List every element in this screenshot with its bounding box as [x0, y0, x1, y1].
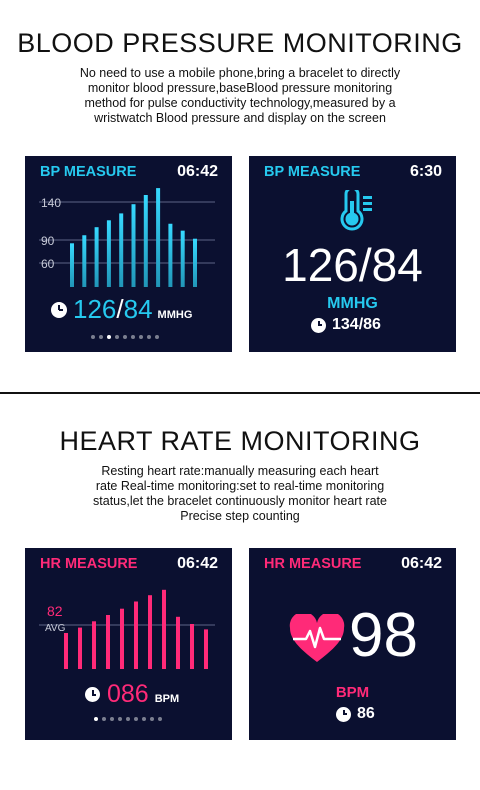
page-dot: [150, 717, 154, 721]
bp-bar: [70, 243, 74, 287]
hr-avg-value: 82: [47, 603, 63, 619]
bp-bar: [193, 238, 197, 287]
hr-description-line: status,let the bracelet continuously mon…: [93, 494, 387, 508]
bp-bar: [94, 227, 99, 287]
hr-bar: [134, 601, 138, 669]
hr-readout: 086 BPM: [85, 680, 179, 709]
page-dot: [123, 335, 127, 339]
bp-bar: [168, 223, 173, 287]
bp-unit: MMHG: [327, 295, 378, 312]
hr-avg-label: AVG: [45, 623, 66, 634]
hr-previous-value: 86: [357, 705, 375, 722]
bp-systolic: 126: [73, 294, 117, 324]
bp-screen-time: 06:42: [177, 163, 218, 180]
clock-icon: [311, 317, 326, 333]
page-dot: [131, 335, 135, 339]
clock-icon: [336, 706, 351, 722]
bp-description: No need to use a mobile phone,bring a br…: [40, 66, 440, 126]
hr-description-line: rate Real-time monitoring:set to real-ti…: [95, 479, 385, 493]
hr-unit: BPM: [335, 684, 370, 701]
hr-unit: BPM: [154, 693, 180, 705]
page-dot: [126, 717, 130, 721]
hr-bar: [204, 629, 208, 669]
hr-bar: [78, 627, 82, 669]
bp-screen-time: 6:30: [409, 163, 442, 180]
hr-reading: 086: [107, 680, 149, 708]
hr-bar-chart: 82 AVG: [39, 589, 215, 669]
bp-bar: [156, 188, 161, 287]
bp-description-line: No need to use a mobile phone,bring a br…: [79, 66, 401, 80]
bp-unit: MMHG: [157, 309, 193, 321]
bp-big-reading: 126/84: [282, 239, 423, 291]
bp-bar: [106, 220, 111, 287]
hr-bar: [148, 595, 152, 669]
bp-y-tick: 60: [41, 257, 55, 271]
hr-description-line: Resting heart rate:manually measuring ea…: [101, 464, 379, 478]
hr-bar: [120, 608, 124, 669]
hr-screen-label: HR MEASURE: [264, 556, 362, 572]
bp-previous-value: 134/86: [332, 316, 381, 333]
bp-screen-label: BP MEASURE: [264, 164, 361, 180]
hr-screen-label: HR MEASURE: [40, 556, 138, 572]
hr-chart-screen: HR MEASURE 06:42 82 AVG 086 BPM: [25, 548, 232, 740]
page-dot: [115, 335, 119, 339]
bp-chart-screen: BP MEASURE 06:42 140 90 60 126 / 84 MMHG: [25, 156, 232, 352]
hr-screen-time: 06:42: [401, 555, 442, 572]
bp-y-tick: 90: [41, 234, 55, 248]
thermometer-icon: [340, 190, 372, 231]
bp-readout: 126 / 84 MMHG: [51, 294, 192, 325]
bp-description-line: wristwatch Blood pressure and display on…: [94, 111, 386, 125]
hr-bar: [190, 624, 194, 669]
page-dot: [139, 335, 143, 339]
hr-screen-time: 06:42: [177, 555, 218, 572]
bp-previous-readout: 134/86: [311, 316, 381, 334]
page-dot: [147, 335, 151, 339]
bp-diastolic: 84: [123, 294, 153, 324]
bp-bars: [70, 188, 197, 287]
bp-bar: [119, 213, 124, 287]
hr-bar: [162, 589, 166, 669]
hr-bar: [92, 621, 96, 669]
hr-page-dots: [94, 717, 162, 721]
page-dot: [118, 717, 122, 721]
heart-pulse-icon: [289, 614, 345, 662]
bp-bar-chart: 140 90 60: [39, 188, 215, 287]
hr-bars: [64, 589, 208, 669]
hr-bar: [176, 616, 180, 669]
bp-bar: [82, 235, 87, 287]
bp-screen-label: BP MEASURE: [40, 164, 137, 180]
page-dot: [94, 717, 98, 721]
page-dot: [110, 717, 114, 721]
bp-bar: [131, 204, 136, 287]
clock-icon: [85, 687, 100, 702]
bp-bar: [180, 230, 185, 287]
hr-previous-readout: 86: [336, 705, 375, 723]
page-dot: [142, 717, 146, 721]
bp-description-line: monitor blood pressure,baseBlood pressur…: [87, 81, 393, 95]
bp-description-line: method for pulse conductivity technology…: [84, 96, 396, 110]
bp-page-dots: [91, 335, 159, 339]
page-dot: [107, 335, 111, 339]
page-dot: [91, 335, 95, 339]
page-dot: [99, 335, 103, 339]
hr-reading-screen: HR MEASURE 06:42 98 BPM 86: [249, 548, 456, 740]
hr-bar: [64, 633, 68, 669]
bp-section-title: BLOOD PRESSURE MONITORING: [17, 28, 463, 58]
hr-big-reading: 98: [349, 601, 418, 670]
bp-separator: /: [116, 294, 124, 324]
section-divider: [0, 392, 480, 394]
bp-y-tick: 140: [41, 196, 61, 210]
hr-description-line: Precise step counting: [180, 509, 300, 523]
hr-bar: [106, 615, 110, 669]
bp-bar: [143, 195, 148, 287]
page-dot: [102, 717, 106, 721]
hr-section-title: HEART RATE MONITORING: [59, 426, 421, 456]
hr-description: Resting heart rate:manually measuring ea…: [40, 464, 440, 524]
clock-icon: [51, 301, 67, 318]
page-dot: [158, 717, 162, 721]
page-dot: [155, 335, 159, 339]
bp-reading-screen: BP MEASURE 6:30 126/84 MMHG 134/86: [249, 156, 456, 352]
page-dot: [134, 717, 138, 721]
